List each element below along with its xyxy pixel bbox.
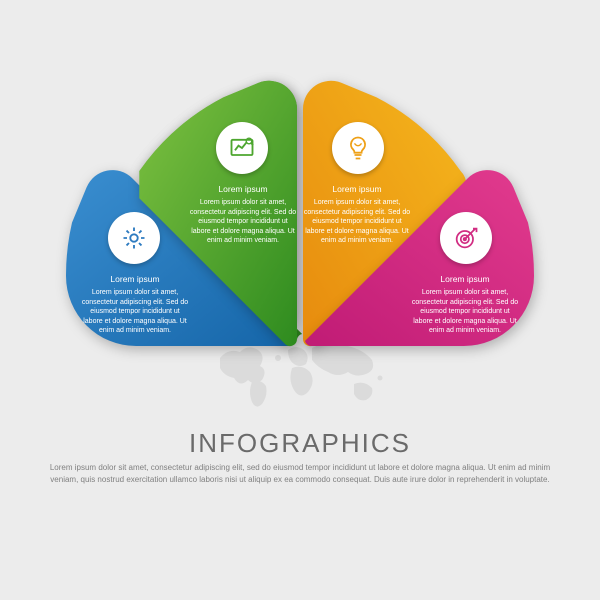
icon-circle-blue bbox=[108, 212, 160, 264]
petal-title: Lorem ipsum bbox=[302, 184, 412, 195]
petal-title: Lorem ipsum bbox=[188, 184, 298, 195]
petal-body: Lorem ipsum dolor sit amet, consectetur … bbox=[82, 289, 188, 334]
infographic-stage: Lorem ipsum Lorem ipsum dolor sit amet, … bbox=[0, 0, 600, 600]
footer-title: INFOGRAPHICS bbox=[0, 428, 600, 459]
icon-circle-magenta bbox=[440, 212, 492, 264]
icon-circle-green bbox=[216, 122, 268, 174]
bulb-icon bbox=[344, 134, 372, 162]
petal-text-orange: Lorem ipsum Lorem ipsum dolor sit amet, … bbox=[302, 184, 412, 246]
target-icon bbox=[452, 224, 480, 252]
petal-body: Lorem ipsum dolor sit amet, consectetur … bbox=[190, 199, 296, 244]
gear-icon bbox=[120, 224, 148, 252]
petal-text-magenta: Lorem ipsum Lorem ipsum dolor sit amet, … bbox=[410, 274, 520, 336]
petal-body: Lorem ipsum dolor sit amet, consectetur … bbox=[304, 199, 410, 244]
petal-text-blue: Lorem ipsum Lorem ipsum dolor sit amet, … bbox=[80, 274, 190, 336]
chart-icon bbox=[228, 134, 256, 162]
petal-text-green: Lorem ipsum Lorem ipsum dolor sit amet, … bbox=[188, 184, 298, 246]
petal-title: Lorem ipsum bbox=[80, 274, 190, 285]
petal-body: Lorem ipsum dolor sit amet, consectetur … bbox=[412, 289, 518, 334]
icon-circle-orange bbox=[332, 122, 384, 174]
footer-body: Lorem ipsum dolor sit amet, consectetur … bbox=[40, 462, 560, 486]
petal-title: Lorem ipsum bbox=[410, 274, 520, 285]
